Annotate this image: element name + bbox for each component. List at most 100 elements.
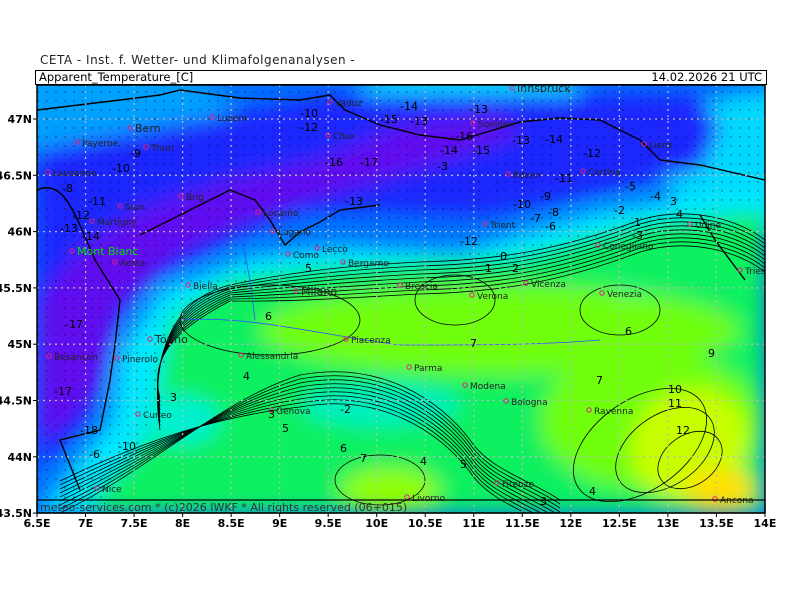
lon-tick-label: 9E <box>272 517 287 530</box>
city-marker <box>482 221 488 227</box>
isotherm <box>59 379 561 509</box>
isotherm-contours <box>59 213 765 513</box>
city-label: Lugano <box>278 228 311 238</box>
contour-label: -10 <box>513 198 531 211</box>
city-label: Bologna <box>511 398 548 408</box>
lat-tick-label: 45N <box>7 338 32 351</box>
city-marker <box>74 139 80 145</box>
city-marker <box>293 288 299 294</box>
lon-tick-label: 10E <box>365 517 388 530</box>
city-marker <box>94 485 100 491</box>
axes: 6.5E 7E 7.5E 8E 8.5E 9E 9.5E 10E 10.5E 11E 11.5E 12… <box>0 113 776 530</box>
contour-label: -3 <box>437 160 448 173</box>
city-marker <box>45 169 51 175</box>
contour-label: -13 <box>345 195 363 208</box>
contour-value-labels: -10-12 -13-14-15-16-17-13-14 -15-13 -14-12-… <box>54 100 715 508</box>
city-label: Brig <box>186 193 204 203</box>
contour-label: -12 <box>583 147 601 160</box>
isotherm <box>157 225 765 419</box>
isotherm <box>157 245 765 399</box>
city-marker <box>114 355 120 361</box>
contour-label: 5 <box>282 422 289 435</box>
city-marker <box>343 336 349 342</box>
city-marker <box>255 209 261 215</box>
contour-label: -6 <box>89 448 100 461</box>
city-marker <box>209 114 215 120</box>
city-marker <box>397 282 403 288</box>
city-label: Luzern <box>217 114 247 124</box>
contour-label: -11 <box>555 172 573 185</box>
city-label: Lienz <box>649 141 673 151</box>
contour-label: -8 <box>62 182 73 195</box>
city-marker <box>462 382 468 388</box>
contour-label: 6 <box>625 325 632 338</box>
city-label: Locarno <box>263 209 299 219</box>
city-marker <box>737 267 743 273</box>
contour-label: -16 <box>455 130 473 143</box>
city-marker <box>503 398 509 404</box>
city-label: Innsbruck <box>517 82 571 95</box>
city-label: Udine <box>695 221 722 231</box>
contour-label: -12 <box>72 209 90 222</box>
contour-label: -10 <box>118 440 136 453</box>
contour-label: -16 <box>325 156 343 169</box>
city-marker <box>327 99 333 105</box>
lat-tick-label: 44N <box>7 451 32 464</box>
contour-label: 4 <box>420 455 427 468</box>
isotherm <box>157 217 765 427</box>
city-label: Alessandria <box>246 352 298 362</box>
contour-label: -2 <box>614 204 625 217</box>
contour-label: -13 <box>512 134 530 147</box>
isotherm <box>157 213 765 431</box>
contour-label: 7 <box>596 374 603 387</box>
city-label: Aosta <box>120 259 145 269</box>
city-marker <box>523 280 529 286</box>
isotherm <box>59 387 556 513</box>
city-marker <box>143 144 149 150</box>
city-marker <box>325 132 331 138</box>
country-borders <box>37 89 765 491</box>
contour-label: 6 <box>340 442 347 455</box>
city-marker <box>469 292 475 298</box>
lon-tick-label: 12E <box>559 517 582 530</box>
city-label: Parma <box>414 364 442 374</box>
city-label: Piacenza <box>351 336 391 346</box>
city-marker <box>599 290 605 296</box>
contour-label: -4 <box>650 190 661 203</box>
lon-tick-label: 13E <box>656 517 679 530</box>
footer-credit: meteo-services.com * (c)2026 IWKF * All … <box>40 501 407 514</box>
city-marker <box>340 259 346 265</box>
city-label: Genova <box>276 407 311 417</box>
city-label: Chur <box>333 132 355 142</box>
contour-label: -5 <box>625 180 636 193</box>
city-marker <box>470 120 476 126</box>
city-marker <box>147 336 153 342</box>
city-label: Milano <box>301 285 337 298</box>
city-marker <box>314 245 320 251</box>
city-label: Mont Blanc <box>77 245 138 258</box>
contour-label: -13 <box>410 115 428 128</box>
contour-label: -14 <box>440 144 458 157</box>
city-marker <box>406 364 412 370</box>
isotherm <box>59 383 561 513</box>
isotherm <box>59 399 535 513</box>
city-label: Trient <box>489 221 516 231</box>
city-label: Ravenna <box>594 407 633 417</box>
city-marker <box>127 125 133 131</box>
contour-label: 3 <box>670 195 677 208</box>
city-label: Livorno <box>412 494 446 504</box>
city-label: Martigny <box>97 218 137 228</box>
isotherm <box>157 237 765 407</box>
contour-label: 5 <box>305 262 312 275</box>
lon-tick-label: 9.5E <box>315 517 342 530</box>
lon-tick-label: 7.5E <box>121 517 148 530</box>
contour-label: 3 <box>170 391 177 404</box>
lat-tick-label: 47N <box>7 113 32 126</box>
contour-label: -14 <box>545 133 563 146</box>
contour-label: -2 <box>340 403 351 416</box>
city-marker <box>580 168 586 174</box>
lat-tick-label: 45.5N <box>0 282 32 295</box>
contour-label: -17 <box>54 385 72 398</box>
